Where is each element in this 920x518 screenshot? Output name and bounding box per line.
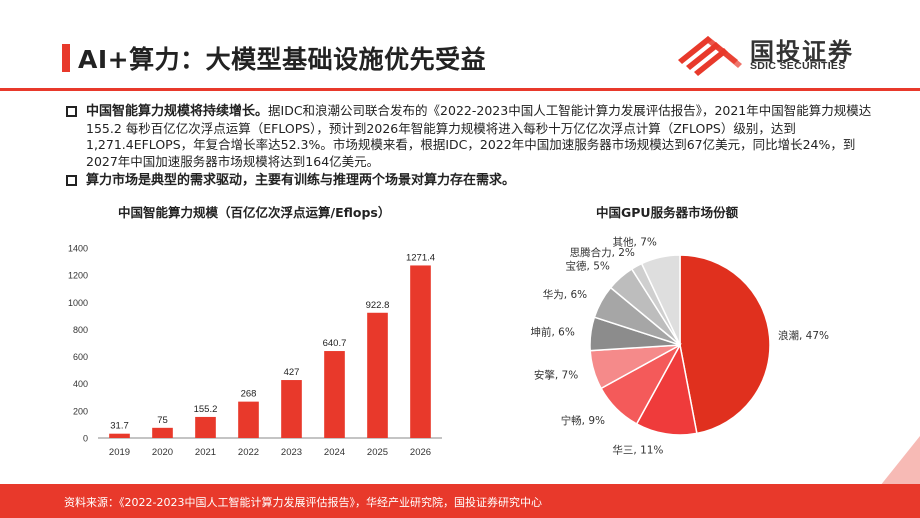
- bar: [238, 401, 259, 438]
- pie-slice-label: 其他, 7%: [613, 236, 657, 249]
- pie-slice: [679, 254, 771, 435]
- bar: [367, 312, 388, 438]
- bar: [410, 265, 431, 438]
- footer-source-text: 资料来源：《2022-2023中国人工智能计算力发展评估报告》，华经产业研究院，…: [64, 496, 542, 509]
- pie-slice-label: 浪潮, 47%: [778, 329, 829, 342]
- bar: [195, 416, 216, 438]
- pie-slice-label: 坤前, 6%: [530, 326, 574, 339]
- bar-value-label: 75: [157, 415, 168, 426]
- checkbox-square-icon: [66, 175, 77, 186]
- logo-english-name: SDIC SECURITIES: [750, 60, 846, 72]
- header-divider: [0, 88, 920, 91]
- bullet-1-heading: 中国智能算力规模将持续增长。: [86, 104, 269, 119]
- y-tick-label: 200: [73, 406, 88, 416]
- x-tick-label: 2020: [152, 447, 173, 458]
- x-tick-label: 2019: [109, 447, 130, 458]
- pie-slice-label: 安擎, 7%: [534, 369, 578, 382]
- bar: [109, 433, 130, 438]
- y-tick-label: 1200: [68, 271, 88, 281]
- y-tick-label: 1400: [68, 244, 88, 254]
- bullet-1-text: 据IDC和浪潮公司联合发布的《2022-2023中国人工智能计算力发展评估报告》…: [86, 103, 872, 169]
- x-tick-label: 2026: [410, 447, 431, 458]
- y-tick-label: 1000: [68, 298, 88, 308]
- bar: [324, 351, 345, 438]
- bar-value-label: 268: [241, 389, 257, 400]
- bar-value-label: 31.7: [110, 421, 129, 432]
- x-tick-label: 2024: [324, 447, 345, 458]
- y-tick-label: 400: [73, 379, 88, 389]
- x-tick-label: 2022: [238, 447, 259, 458]
- bar-value-label: 427: [284, 367, 300, 378]
- y-tick-label: 800: [73, 325, 88, 335]
- pie-chart: 浪潮, 47% 华三, 11% 宁畅, 9% 安擎, 7% 坤前, 6% 华为, 6% 宝德…: [530, 236, 829, 457]
- title-accent-bar: [62, 44, 70, 72]
- bar-value-label: 1271.4: [406, 252, 435, 263]
- footer-corner-decoration: [880, 436, 920, 486]
- pie-chart-title: 中国GPU服务器市场份额: [596, 205, 739, 220]
- bullet-item-2: 算力市场是典型的需求驱动，主要有训练与推理两个场景对算力存在需求。: [64, 172, 884, 190]
- x-tick-label: 2021: [195, 447, 216, 458]
- pie-slice-label: 华为, 6%: [543, 288, 587, 301]
- bar-chart: 0 200 400 600 800 1000 1200 1400 31.7 2019 75 2020 1…: [68, 244, 442, 458]
- y-tick-label: 600: [73, 352, 88, 362]
- bullet-item-1: 中国智能算力规模将持续增长。据IDC和浪潮公司联合发布的《2022-2023中国…: [64, 103, 884, 170]
- bar-chart-title: 中国智能算力规模（百亿亿次浮点运算/Eflops）: [118, 205, 391, 220]
- pie-slice-label: 宁畅, 9%: [561, 414, 605, 427]
- bar: [281, 380, 302, 438]
- bar: [152, 427, 173, 438]
- x-tick-label: 2023: [281, 447, 302, 458]
- logo-mark-icon: [678, 36, 742, 76]
- pie-slice-label: 宝德, 5%: [566, 259, 610, 272]
- company-logo: 国投证券 SDIC SECURITIES: [668, 30, 858, 78]
- page-title: AI+算力：大模型基础设施优先受益: [78, 45, 487, 74]
- bullet-list: 中国智能算力规模将持续增长。据IDC和浪潮公司联合发布的《2022-2023中国…: [64, 103, 884, 192]
- bar-value-label: 640.7: [323, 338, 347, 349]
- footer-bar: 资料来源：《2022-2023中国人工智能计算力发展评估报告》，华经产业研究院，…: [0, 484, 920, 518]
- logo-chinese-name: 国投证券: [750, 38, 854, 66]
- checkbox-square-icon: [66, 106, 77, 117]
- bullet-2-heading: 算力市场是典型的需求驱动，主要有训练与推理两个场景对算力存在需求。: [86, 173, 516, 188]
- pie-slice-label: 华三, 11%: [612, 444, 663, 457]
- pie-slice-label: 思腾合力, 2%: [570, 246, 635, 259]
- y-tick-label: 0: [83, 434, 88, 444]
- bar-value-label: 922.8: [366, 300, 390, 311]
- bar-value-label: 155.2: [194, 404, 218, 415]
- pie-slice: [640, 254, 681, 346]
- x-tick-label: 2025: [367, 447, 388, 458]
